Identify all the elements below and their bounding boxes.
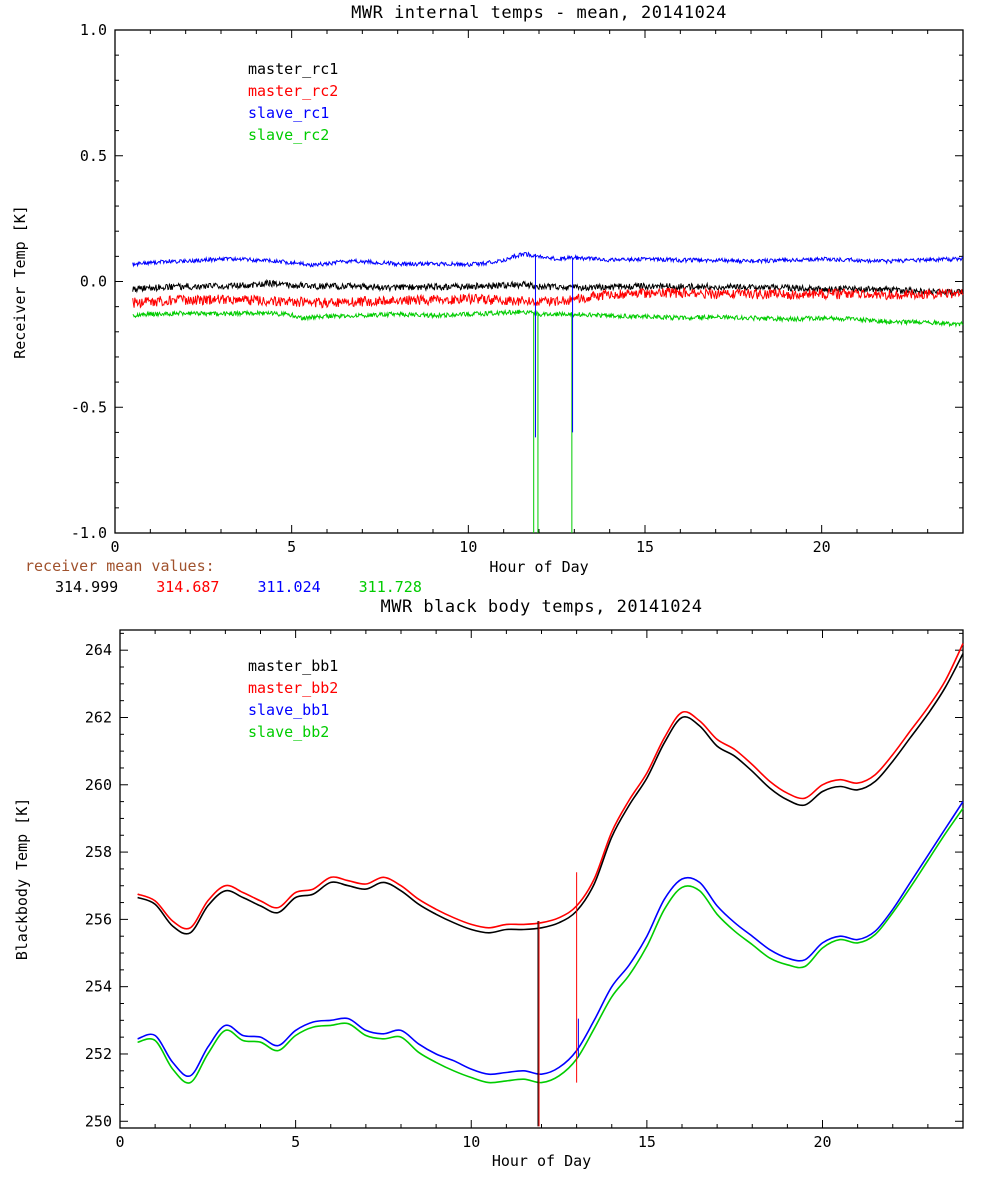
- svg-text:260: 260: [85, 776, 112, 794]
- receiver-mean-master-rc1: 314.999: [55, 578, 119, 596]
- svg-text:252: 252: [85, 1045, 112, 1063]
- svg-text:20: 20: [813, 1133, 831, 1151]
- top-chart-ylabel: Receiver Temp [K]: [11, 205, 29, 359]
- legend-item-slave-bb1: slave_bb1: [248, 701, 330, 719]
- svg-text:264: 264: [85, 641, 112, 659]
- svg-text:0.0: 0.0: [80, 273, 107, 291]
- svg-text:254: 254: [85, 978, 112, 996]
- svg-text:262: 262: [85, 708, 112, 726]
- receiver-means-row: 314.999 314.687 311.024 311.728: [55, 578, 422, 596]
- legend-item-master-rc1: master_rc1: [248, 60, 339, 78]
- bottom-chart-legend: master_bb1 master_bb2 slave_bb1 slave_bb…: [248, 655, 338, 743]
- top-chart-legend: master_rc1 master_rc2 slave_rc1 slave_rc…: [248, 58, 338, 146]
- legend-item-master-rc2: master_rc2: [248, 82, 339, 100]
- svg-text:0.5: 0.5: [80, 147, 107, 165]
- svg-text:0: 0: [115, 1133, 124, 1151]
- receiver-mean-slave-rc2: 311.728: [358, 578, 422, 596]
- legend-item-master-bb2: master_bb2: [248, 679, 339, 697]
- top-chart-xlabel: Hour of Day: [489, 558, 589, 576]
- svg-text:256: 256: [85, 910, 112, 928]
- svg-text:5: 5: [291, 1133, 300, 1151]
- bottom-chart-ylabel: Blackbody Temp [K]: [13, 797, 31, 961]
- svg-text:10: 10: [459, 538, 477, 556]
- svg-text:15: 15: [636, 538, 654, 556]
- receiver-means-label: receiver mean values:: [25, 557, 215, 575]
- svg-text:15: 15: [638, 1133, 656, 1151]
- svg-text:250: 250: [85, 1112, 112, 1130]
- legend-item-slave-rc2: slave_rc2: [248, 126, 330, 144]
- svg-text:-1.0: -1.0: [71, 524, 107, 542]
- svg-text:5: 5: [287, 538, 296, 556]
- svg-text:10: 10: [462, 1133, 480, 1151]
- bottom-chart-title: MWR black body temps, 20141024: [380, 597, 703, 617]
- svg-text:-0.5: -0.5: [71, 398, 107, 416]
- legend-item-slave-rc1: slave_rc1: [248, 104, 330, 122]
- top-chart-title: MWR internal temps - mean, 20141024: [351, 3, 727, 23]
- receiver-mean-slave-rc1: 311.024: [257, 578, 321, 596]
- legend-item-master-bb1: master_bb1: [248, 657, 339, 675]
- svg-text:20: 20: [813, 538, 831, 556]
- svg-text:1.0: 1.0: [80, 21, 107, 39]
- svg-text:0: 0: [110, 538, 119, 556]
- svg-text:258: 258: [85, 843, 112, 861]
- bottom-chart-xlabel: Hour of Day: [491, 1152, 592, 1170]
- receiver-mean-master-rc2: 314.687: [156, 578, 220, 596]
- legend-item-slave-bb2: slave_bb2: [248, 723, 330, 741]
